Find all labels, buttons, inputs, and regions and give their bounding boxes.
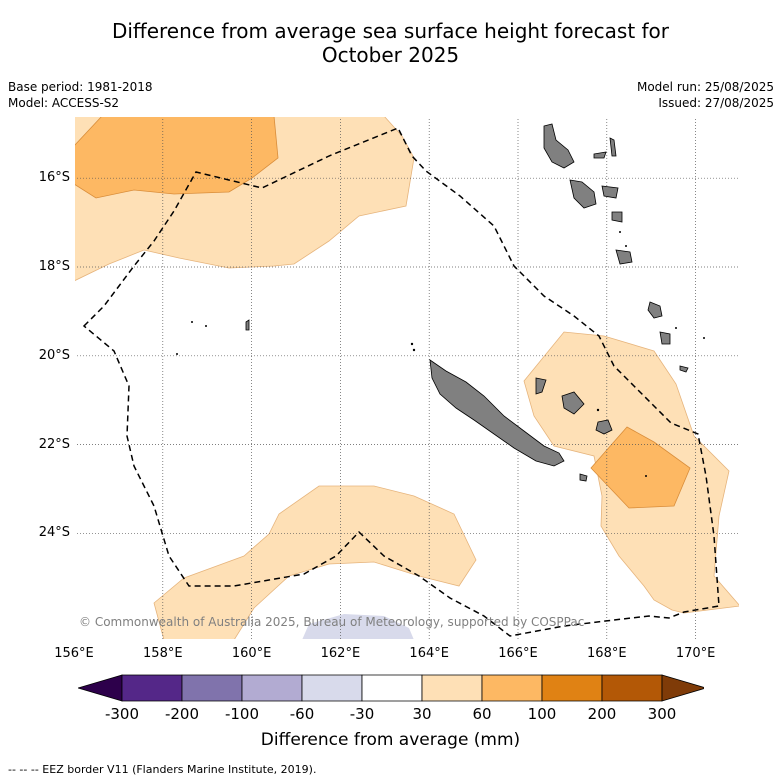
- colorbar-tick-label: 200: [587, 705, 617, 723]
- erromango-island: [611, 211, 623, 223]
- malekula-island: [569, 179, 597, 209]
- meta-right: Model run: 25/08/2025 Issued: 27/08/2025: [637, 79, 774, 111]
- latitude-tick-label: 22°S: [38, 436, 70, 452]
- islet: [703, 337, 705, 339]
- ouvea-island: [535, 377, 547, 395]
- colorbar-segment: [481, 674, 543, 702]
- eez-legend-footer: -- -- -- EEZ border V11 (Flanders Marine…: [8, 763, 317, 776]
- colorbar-extend-low: [78, 674, 123, 702]
- latitude-tick-label: 20°S: [38, 347, 70, 363]
- colorbar-segment: [361, 674, 423, 702]
- longitude-tick-label: 166°E: [498, 646, 538, 661]
- colorbar-segment: [121, 674, 183, 702]
- efate-island: [601, 185, 619, 199]
- copyright-text: © Commonwealth of Australia 2025, Bureau…: [79, 615, 584, 629]
- map-title: Difference from average sea surface heig…: [0, 19, 781, 67]
- mare-island: [595, 419, 613, 435]
- islet: [625, 245, 627, 247]
- latitude-tick-label: 18°S: [38, 258, 70, 274]
- islet: [191, 321, 193, 323]
- islet: [645, 475, 647, 477]
- islet: [619, 231, 621, 233]
- latitude-tick-label: 16°S: [38, 170, 70, 186]
- longitude-tick-label: 160°E: [231, 646, 272, 661]
- colorbar-tick-label: 30: [412, 705, 432, 723]
- isle-of-pines: [579, 473, 588, 482]
- colorbar-tick-label: -300: [104, 705, 140, 723]
- colorbar-tick-label: -60: [289, 705, 315, 723]
- eez-border: [82, 127, 720, 637]
- colorbar-segment: [241, 674, 303, 702]
- latitude-tick-label: 24°S: [38, 525, 70, 541]
- colorbar-tick-label: -100: [224, 705, 260, 723]
- longitude-tick-label: 164°E: [409, 646, 449, 661]
- walpole-island: [679, 365, 689, 373]
- colorbar-segment: [601, 674, 663, 702]
- islet: [596, 408, 600, 412]
- colorbar-tick-label: -200: [164, 705, 200, 723]
- colorbar-tick-label: 60: [472, 705, 492, 723]
- colorbar-extend-high: [661, 674, 704, 702]
- title-line-2: October 2025: [321, 43, 460, 67]
- tiny-islets: [176, 231, 705, 477]
- colorbar-title: Difference from average (mm): [260, 730, 521, 750]
- map-border: [74, 116, 740, 640]
- colorbar-tick-label: 100: [527, 705, 557, 723]
- hunter-island: [647, 301, 663, 319]
- new-caledonia-island: [429, 359, 565, 467]
- meta-left: Base period: 1981-2018 Model: ACCESS-S2: [8, 79, 153, 111]
- tanna-island: [615, 249, 633, 265]
- colorbar-segment: [541, 674, 603, 702]
- graticule: [74, 116, 740, 640]
- longitude-tick-label: 162°E: [320, 646, 361, 661]
- colorbar-segment: [421, 674, 483, 702]
- islet: [410, 342, 414, 346]
- matthew-island: [659, 331, 671, 345]
- ambae-island: [593, 151, 607, 159]
- map-panel[interactable]: © Commonwealth of Australia 2025, Bureau…: [74, 116, 740, 640]
- islet: [176, 353, 178, 355]
- anomaly-area-negative-30-60: [302, 614, 414, 640]
- islet: [675, 327, 677, 329]
- chesterfield-islet: [245, 319, 250, 331]
- model-name: Model: ACCESS-S2: [8, 96, 120, 110]
- pentecost-island: [609, 137, 617, 157]
- longitude-tick-label: 158°E: [143, 646, 183, 661]
- anomaly-area-30-60-south: [153, 485, 477, 640]
- issued-date: Issued: 27/08/2025: [658, 96, 774, 110]
- colorbar-tick-label: -30: [349, 705, 375, 723]
- espiritu-santo-island: [543, 123, 575, 169]
- land-masses: [245, 123, 689, 482]
- colorbar-segment: [181, 674, 243, 702]
- longitude-tick-label: 156°E: [54, 646, 94, 661]
- longitude-tick-label: 170°E: [675, 646, 716, 661]
- colorbar-tick-label: 300: [647, 705, 677, 723]
- anomaly-area-60-100-north: [74, 116, 279, 199]
- colorbar: [78, 674, 704, 702]
- model-run: Model run: 25/08/2025: [636, 80, 774, 94]
- lifou-island: [561, 391, 585, 415]
- longitude-tick-label: 168°E: [587, 646, 627, 661]
- title-line-1: Difference from average sea surface heig…: [111, 19, 670, 43]
- anomaly-area-60-100-east: [590, 426, 691, 509]
- islet: [412, 348, 416, 352]
- colorbar-segment: [301, 674, 363, 702]
- islet: [205, 325, 207, 327]
- base-period: Base period: 1981-2018: [8, 80, 153, 94]
